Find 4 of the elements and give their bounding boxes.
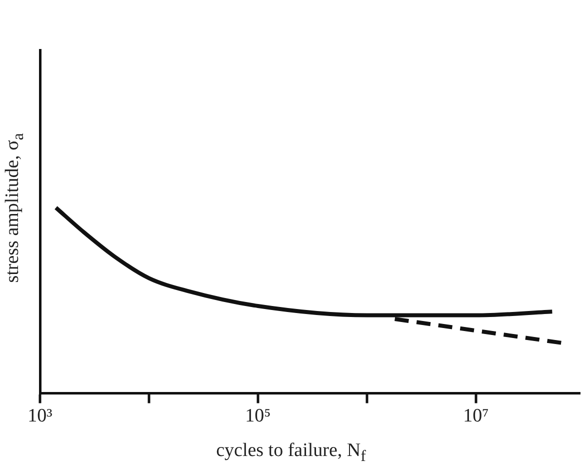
- x-tick-label: 10⁷: [463, 406, 489, 427]
- x-tick-label: 10⁵: [245, 406, 271, 427]
- x-tick-label: 10³: [28, 406, 53, 427]
- x-axis-title: cycles to failure, N$_{f}$: [215, 440, 367, 466]
